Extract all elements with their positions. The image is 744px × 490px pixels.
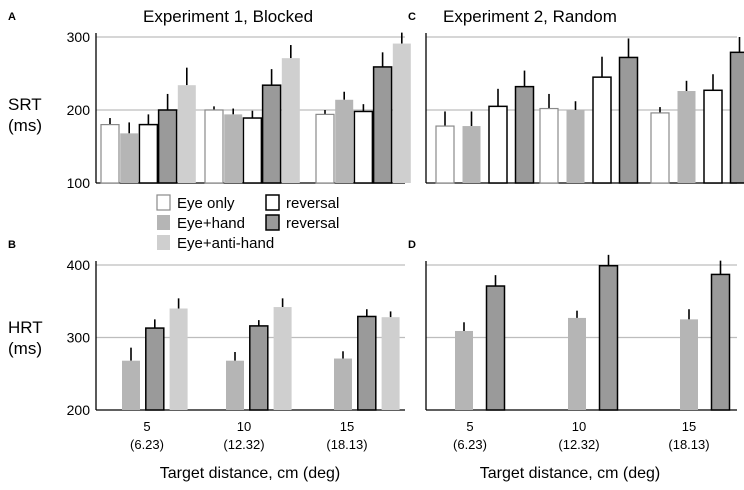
- panel-c-bar-eye_hand_reversal-1: [618, 56, 639, 184]
- panel-c-bar-eye_only-1: [539, 107, 559, 184]
- x-axis-label-left: Target distance, cm (deg): [160, 465, 341, 482]
- srt-ylabel-line2: (ms): [8, 116, 42, 135]
- panel-a-bar-eye_anti_hand-0: [177, 85, 196, 183]
- panel-b-xtick-sub-5: (6.23): [130, 437, 164, 452]
- panel-d-bar-eye_hand-2: [680, 319, 698, 410]
- legend-swatch-eye-hand: [157, 215, 170, 230]
- panel-c-bar-eye_only-2: [650, 112, 670, 184]
- panel-b-ytick-400: 400: [67, 257, 91, 273]
- legend-swatch-eye-only: [156, 194, 171, 211]
- legend-label-eye-hand-reversal: reversal: [286, 215, 339, 232]
- srt-ylabel-line1: SRT: [8, 95, 42, 114]
- x-axis-label-right: Target distance, cm (deg): [480, 465, 661, 482]
- panel-title-a: Experiment 1, Blocked: [143, 7, 313, 26]
- panel-letter-a: A: [8, 11, 16, 23]
- panel-b-bar-eye_anti_hand-0: [169, 308, 188, 410]
- legend-swatch-eye-anti-hand: [157, 235, 170, 250]
- panel-a-bar-eye_anti_hand-1: [281, 58, 300, 183]
- legend-label-eye-anti-hand: Eye+anti-hand: [177, 235, 274, 252]
- panel-b-bar-eye_hand-0: [122, 360, 140, 410]
- panel-d-bar-eye_hand_reversal-2: [710, 273, 731, 411]
- panel-b-xtick-15: 15: [340, 419, 354, 434]
- legend-swatch-eye-hand-reversal: [265, 214, 280, 231]
- panel-a-bar-eye_hand_reversal-2: [372, 66, 393, 184]
- panel-d-bar-eye_hand-1: [568, 317, 586, 410]
- panel-c-bar-eye_only_reversal-2: [703, 89, 723, 184]
- panel-a-bar-eye_hand-0: [120, 133, 139, 183]
- panel-d-xtick-5: 5: [466, 419, 473, 434]
- panel-c-bar-eye_only-0: [435, 125, 455, 184]
- panel-b-bar-eye_anti_hand-1: [273, 307, 292, 410]
- panel-c-bar-eye_hand_reversal-0: [514, 85, 535, 184]
- panel-b-bar-eye_hand-1: [226, 360, 244, 410]
- panel-d-bar-eye_hand-0: [455, 330, 473, 410]
- legend-label-eye-only-reversal: reversal: [286, 195, 339, 212]
- panel-a-bar-eye_hand_reversal-1: [261, 84, 282, 184]
- panel-b-ytick-200: 200: [67, 402, 91, 418]
- panel-a-bar-eye_only-1: [204, 109, 224, 184]
- panel-a-bar-eye_only-0: [100, 123, 120, 184]
- panel-d-bar-eye_hand_reversal-0: [485, 285, 506, 411]
- panel-d-xtick-10: 10: [572, 419, 586, 434]
- panel-letter-c: C: [408, 11, 416, 23]
- panel-b-bar-eye_hand_reversal-1: [249, 325, 269, 411]
- panel-a-bar-eye_anti_hand-2: [392, 43, 411, 183]
- panel-a-bar-eye_only-2: [315, 113, 335, 184]
- panel-title-c: Experiment 2, Random: [443, 7, 617, 26]
- panel-a-bar-eye_hand-2: [335, 99, 354, 183]
- panel-b-bar-eye_anti_hand-2: [381, 317, 400, 410]
- panel-b-bar-eye_hand_reversal-0: [145, 327, 165, 411]
- panel-d-xtick-sub-10: (12.32): [558, 437, 599, 452]
- panel-a-ytick-100: 100: [67, 175, 91, 191]
- panel-a-bar-eye_only_reversal-1: [242, 117, 263, 184]
- panel-c-bar-eye_hand_reversal-2: [729, 51, 744, 184]
- panel-c-bar-eye_hand-0: [462, 126, 481, 183]
- panel-d-xtick-sub-15: (18.13): [668, 437, 709, 452]
- panel-c-bar-eye_hand-1: [566, 110, 585, 183]
- panel-d-xtick-15: 15: [682, 419, 696, 434]
- hrt-ylabel-line1: HRT: [8, 318, 43, 337]
- chart-layer: 100 200 300 200 300 400 5 (6.23) 10 (12.32) 15 (18.…: [67, 29, 744, 452]
- legend-label-eye-hand: Eye+hand: [177, 215, 245, 232]
- panel-letter-b: B: [8, 239, 16, 251]
- panel-a-bar-eye_only_reversal-0: [138, 123, 159, 184]
- panel-c-bar-eye_only_reversal-0: [488, 105, 508, 184]
- panel-d-bar-eye_hand_reversal-1: [598, 264, 619, 411]
- panel-b-ytick-300: 300: [67, 330, 91, 346]
- panel-b-xtick-sub-10: (12.32): [223, 437, 264, 452]
- legend-swatch-eye-only-reversal: [265, 194, 280, 211]
- panel-d-xtick-sub-5: (6.23): [453, 437, 487, 452]
- panel-letter-d: D: [408, 239, 416, 251]
- panel-b-xtick-5: 5: [143, 419, 150, 434]
- panel-a-bar-eye_hand-1: [224, 114, 243, 183]
- panel-a-bar-eye_only_reversal-2: [353, 110, 374, 184]
- legend-label-eye-only: Eye only: [177, 195, 235, 212]
- legend: Eye only reversal Eye+hand reversal Eye+…: [156, 194, 339, 252]
- panel-a-bar-eye_hand_reversal-0: [157, 109, 178, 184]
- hrt-ylabel-line2: (ms): [8, 339, 42, 358]
- panel-c-bar-eye_hand-2: [677, 91, 696, 183]
- panel-c-bar-eye_only_reversal-1: [592, 76, 612, 184]
- panel-b-xtick-sub-15: (18.13): [326, 437, 367, 452]
- panel-a-ytick-300: 300: [67, 29, 91, 45]
- panel-b-bar-eye_hand_reversal-2: [357, 315, 377, 411]
- panel-b-xtick-10: 10: [237, 419, 251, 434]
- panel-a-ytick-200: 200: [67, 102, 91, 118]
- panel-b-bar-eye_hand-2: [334, 358, 352, 410]
